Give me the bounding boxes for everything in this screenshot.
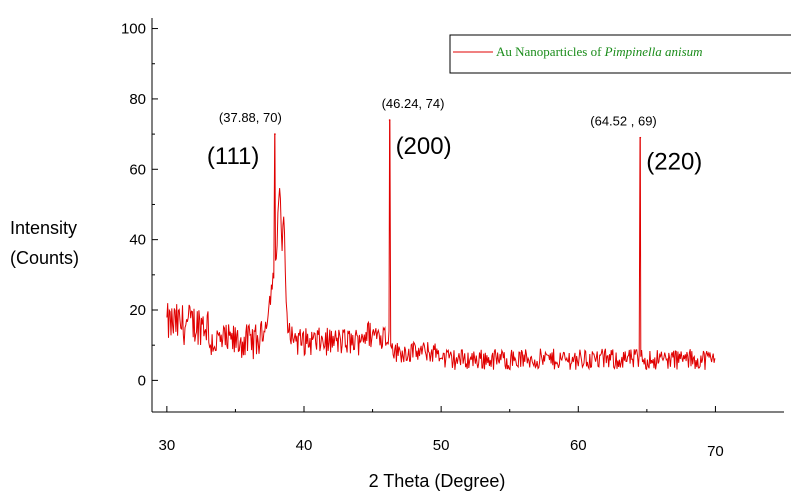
legend: Au Nanoparticles of Pimpinella anisum [449, 34, 791, 74]
peak-hkl-label: (220) [646, 149, 702, 176]
y-axis-title-line1: Intensity [10, 218, 77, 238]
x-axis-title: 2 Theta (Degree) [369, 471, 506, 491]
legend-label: Au Nanoparticles of Pimpinella anisum [496, 44, 703, 59]
annotation-layer: (37.88, 70) (46.24, 74) (64.52 , 69) (111) (… [207, 96, 702, 176]
y-axis-title-line2: (Counts) [10, 248, 79, 268]
x-tick-label: 70 [707, 443, 724, 460]
peak-point [639, 136, 642, 139]
peak-coordinate-label: (37.88, 70) [219, 110, 282, 125]
y-tick-label: 0 [138, 372, 146, 389]
x-tick-label: 30 [159, 437, 176, 454]
peak-point [274, 133, 276, 135]
series-layer [166, 119, 716, 371]
peak-hkl-label: (200) [396, 133, 452, 160]
x-tick-label: 60 [570, 437, 587, 454]
x-tick-label: 50 [433, 437, 450, 454]
peak-coordinate-label: (64.52 , 69) [590, 114, 657, 129]
x-tick-label: 40 [296, 437, 313, 454]
legend-label-species: Pimpinella anisum [604, 44, 703, 59]
peak-coordinate-label: (46.24, 74) [382, 96, 445, 111]
legend-label-text: Au Nanoparticles of [496, 44, 605, 59]
peak-hkl-label: (111) [207, 143, 259, 170]
y-tick-label: 20 [129, 302, 146, 319]
peak-point [388, 119, 391, 121]
y-tick-label: 100 [121, 21, 146, 38]
y-tick-label: 80 [129, 91, 146, 108]
series-line-au-nanoparticles [166, 119, 716, 371]
axes-layer: 0 20 40 60 80 100 30 40 50 60 70 [121, 18, 784, 460]
axis-titles: 2 Theta (Degree) Intensity (Counts) [10, 218, 505, 491]
y-tick-label: 60 [129, 161, 146, 178]
legend-box [449, 34, 791, 74]
y-tick-label: 40 [129, 232, 146, 249]
